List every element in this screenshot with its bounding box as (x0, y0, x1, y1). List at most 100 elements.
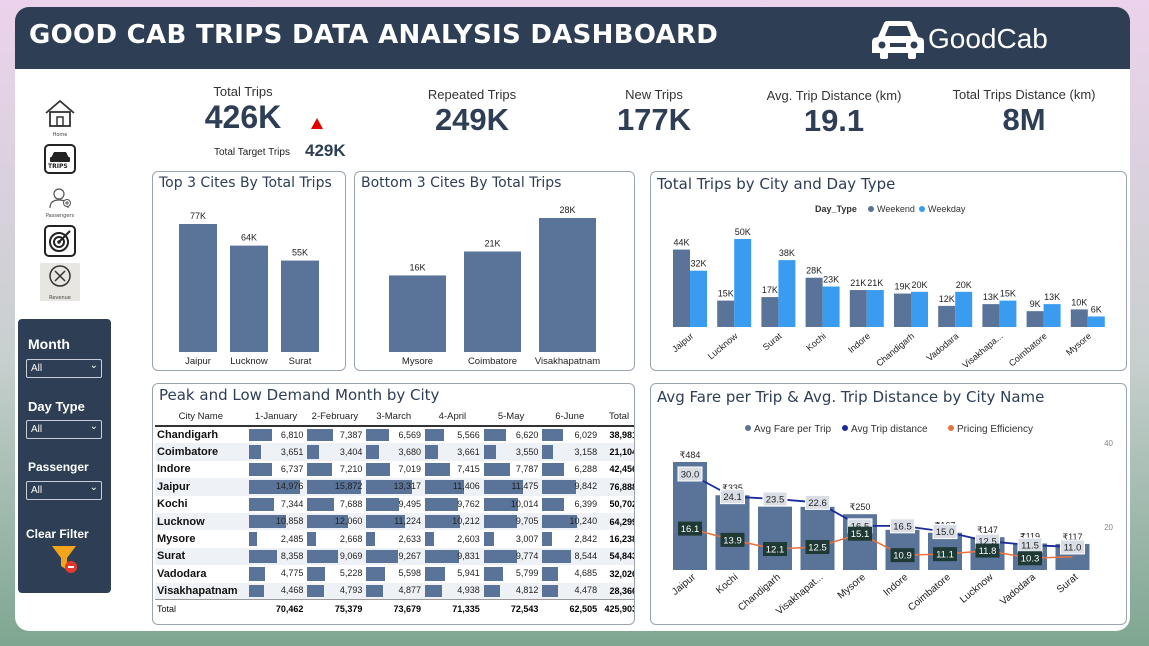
column-header[interactable]: 1-January (246, 408, 306, 427)
value-cell: 12,060 (305, 512, 365, 531)
bar-weekday[interactable] (690, 270, 707, 327)
bar-weekend[interactable] (1026, 311, 1044, 327)
month-select[interactable]: All ⌄ (26, 359, 102, 378)
passenger-label: Passenger (28, 460, 89, 474)
data-bar (483, 445, 496, 459)
target-icon (44, 225, 76, 257)
clear-filter-button[interactable]: Clear Filter (26, 527, 89, 541)
cell-value: 4,877 (398, 585, 422, 596)
nav-passengers[interactable]: Passengers (39, 187, 81, 219)
value-cell: 2,633 (364, 530, 423, 547)
column-header[interactable]: 2-February (305, 408, 365, 427)
bar-weekend[interactable] (982, 304, 1000, 327)
fare-label: ₹484 (680, 450, 701, 460)
cell-value: 10,858 (275, 516, 304, 527)
chevron-down-icon: ⌄ (89, 360, 98, 371)
kpi-total-distance: Total Trips Distance (km) 8M (931, 87, 1117, 138)
cell-value: 9,831 (457, 550, 480, 561)
bar-weekend[interactable] (805, 277, 823, 327)
cell-value: 11,406 (452, 481, 480, 492)
value-cell: 5,228 (305, 565, 364, 582)
data-bar (542, 584, 558, 598)
row-total: 76,888 (599, 478, 634, 496)
nav-trips[interactable]: TRIPS (39, 144, 81, 178)
bar-lucknow[interactable] (230, 245, 268, 352)
bar-weekday[interactable] (1043, 304, 1061, 327)
x-tick-label: Jaipur (185, 356, 211, 367)
column-header[interactable]: Total (599, 408, 634, 427)
data-label: 28K (806, 266, 822, 276)
bar-weekday[interactable] (822, 286, 840, 327)
bar-mysore[interactable] (389, 275, 446, 352)
data-bar (307, 445, 319, 459)
fare-label: ₹335 (722, 483, 743, 493)
nav-revenue[interactable]: Revenue (40, 263, 80, 301)
value-cell: 3,651 (246, 443, 306, 461)
data-bar (307, 514, 349, 529)
nav-target[interactable] (39, 225, 81, 261)
value-cell: 5,799 (482, 565, 541, 582)
bar-weekday[interactable] (999, 300, 1017, 327)
data-bar (483, 567, 504, 581)
cell-value: 4,793 (339, 585, 363, 596)
daytype-select[interactable]: All ⌄ (26, 420, 102, 439)
kpi-total-distance-value: 8M (1002, 102, 1046, 137)
bar-weekend[interactable] (717, 300, 735, 327)
bar-weekday[interactable] (866, 290, 884, 327)
bar-weekday[interactable] (778, 260, 796, 327)
value-cell: 3,404 (305, 443, 365, 461)
clear-filter-icon[interactable] (51, 545, 79, 575)
bar-weekday[interactable] (955, 291, 973, 327)
bar-weekend[interactable] (938, 305, 956, 327)
cell-value: 2,668 (339, 533, 363, 544)
bar-weekday[interactable] (1087, 316, 1105, 327)
x-tick-label: Mysore (1064, 331, 1093, 358)
bar-weekend[interactable] (1070, 309, 1088, 327)
value-cell: 3,007 (482, 530, 541, 547)
kpi-avg-distance-label: Avg. Trip Distance (km) (766, 88, 902, 103)
column-header[interactable]: 5-May (481, 408, 541, 427)
bar-fare[interactable] (800, 506, 835, 570)
line-pricing-efficiency[interactable] (689, 527, 1073, 559)
line-avg-distance[interactable] (689, 473, 1073, 548)
bar-weekend[interactable] (673, 249, 690, 327)
nav-passengers-label: Passengers (45, 213, 75, 219)
table-row: Jaipur 14,976 15,872 13,317 11,406 11,475 9,84… (155, 478, 634, 496)
passenger-select[interactable]: All ⌄ (26, 481, 102, 500)
data-bar (425, 567, 446, 581)
legend-marker (919, 206, 925, 212)
column-header[interactable]: 4-April (423, 408, 482, 427)
bar-coimbatore[interactable] (464, 251, 521, 353)
cell-value: 3,651 (280, 446, 304, 457)
data-label: 9K (1030, 299, 1041, 309)
bar-jaipur[interactable] (179, 224, 217, 352)
nav-home[interactable]: Home (39, 98, 81, 138)
bar-weekday[interactable] (734, 239, 752, 327)
bar-visakhapatnam[interactable] (539, 218, 596, 352)
cell-value: 7,210 (339, 463, 363, 474)
bar-fare[interactable] (715, 495, 750, 570)
value-cell: 3,158 (540, 443, 600, 461)
x-tick-label: Surat (289, 356, 312, 367)
column-header[interactable]: 3-March (364, 408, 424, 427)
header-bar: GOOD CAB TRIPS DATA ANALYSIS DASHBOARD G… (15, 7, 1130, 69)
legend-label: Pricing Efficiency (957, 424, 1033, 435)
data-bar (307, 532, 317, 546)
bar-weekend[interactable] (849, 290, 867, 327)
data-bar (248, 514, 286, 529)
bar-weekday[interactable] (911, 291, 928, 327)
data-bar (248, 584, 264, 598)
column-header[interactable]: 6-June (540, 408, 600, 427)
cell-value: 15,872 (334, 481, 363, 492)
efficiency-label-box (805, 540, 830, 554)
demand-panel: Peak and Low Demand Month by City City N… (152, 383, 635, 625)
efficiency-label-box (848, 526, 872, 541)
bar-weekend[interactable] (761, 297, 779, 327)
bar-surat[interactable] (281, 260, 319, 352)
bottom3-title: Bottom 3 Cites By Total Trips (361, 175, 562, 191)
bar-weekend[interactable] (894, 293, 911, 327)
column-header[interactable]: City Name (155, 408, 247, 427)
bar-fare[interactable] (758, 506, 792, 570)
table-row: Kochi 7,344 7,688 9,495 9,762 10,014 6,399 50,7… (155, 496, 634, 513)
data-bar (248, 549, 278, 564)
